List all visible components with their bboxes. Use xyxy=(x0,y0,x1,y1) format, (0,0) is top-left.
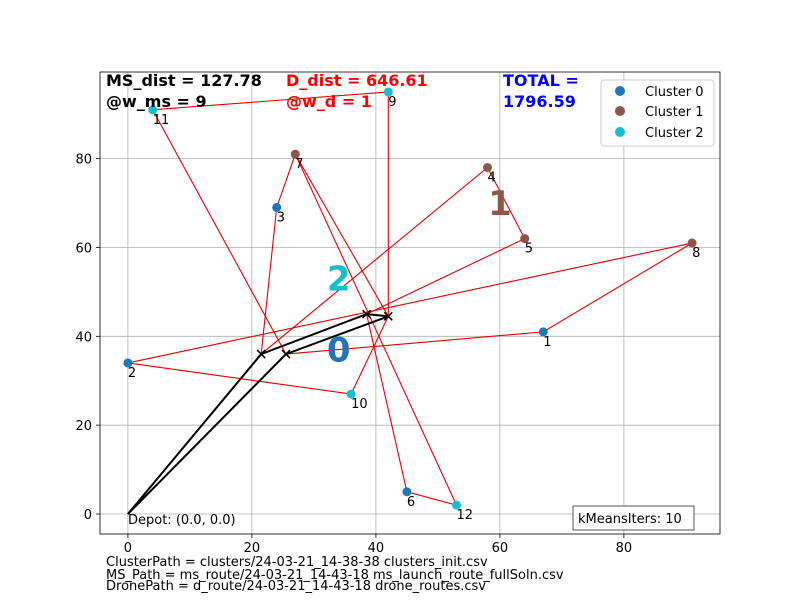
drone-path-text: DronePath = d_route/24-03-21_14-43-18 dr… xyxy=(106,579,486,594)
x-tick-label: 0 xyxy=(124,541,132,556)
drone-route-line xyxy=(260,166,526,355)
legend-label-cluster-2: Cluster 2 xyxy=(645,126,704,141)
cluster-path-text: ClusterPath = clusters/24-03-21_14-38-38… xyxy=(106,555,488,570)
legend-marker-cluster-0 xyxy=(615,86,625,96)
iterations-text: kMeansIters: 10 xyxy=(578,512,682,527)
point-cluster-1 xyxy=(687,238,697,248)
point-cluster-2 xyxy=(383,87,393,97)
launch-point-marker xyxy=(256,349,266,359)
cluster-center-labels: 0 1 2 xyxy=(327,184,512,371)
y-tick-label: 60 xyxy=(75,241,92,256)
point-cluster-1 xyxy=(520,234,530,244)
legend-label-cluster-0: Cluster 0 xyxy=(645,85,704,100)
point-cluster-1 xyxy=(483,163,492,173)
cluster-center-label-2: 2 xyxy=(327,260,351,300)
point-cluster-1 xyxy=(290,149,300,159)
point-id-label: 8 xyxy=(692,246,700,261)
grid-lines xyxy=(100,72,720,534)
legend-marker-cluster-2 xyxy=(615,127,625,137)
total-label-text: TOTAL = xyxy=(503,71,579,90)
point-id-label: 4 xyxy=(488,171,496,186)
point-id-label: 3 xyxy=(277,210,285,225)
legend-marker-cluster-1 xyxy=(615,106,625,116)
x-tick-label: 80 xyxy=(616,541,633,556)
ms-dist-text: MS_dist = 127.78 xyxy=(106,71,262,90)
y-tick-label: 20 xyxy=(75,419,92,434)
drone-route-line xyxy=(294,153,458,506)
total-value-text: 1796.59 xyxy=(503,92,576,111)
point-cluster-0 xyxy=(123,358,133,368)
point-id-label: 7 xyxy=(295,157,303,172)
launch-point-marker xyxy=(383,311,393,321)
plot-frame xyxy=(99,71,721,535)
ms-route-line xyxy=(127,313,389,515)
x-tick-label: 40 xyxy=(368,541,385,556)
y-tick-label: 80 xyxy=(75,153,92,168)
depot-label: Depot: (0.0, 0.0) xyxy=(128,513,236,528)
launch-point-marker xyxy=(362,309,372,319)
drone-routes xyxy=(127,91,693,506)
ms-path-text: MS_Path = ms_route/24-03-21_14-43-18 ms_… xyxy=(106,568,564,583)
legend: Cluster 0 Cluster 1 Cluster 2 xyxy=(600,79,715,147)
point-id-label: 6 xyxy=(407,495,415,510)
legend-label-cluster-1: Cluster 1 xyxy=(645,105,704,120)
d-dist-text: D_dist = 646.61 xyxy=(286,71,428,90)
axes-frame xyxy=(99,71,721,535)
point-cluster-0 xyxy=(272,202,282,212)
point-cluster-2 xyxy=(452,500,461,510)
launch-point-marker xyxy=(281,349,291,359)
w-d-text: @w_d = 1 xyxy=(286,92,372,111)
point-cluster-0 xyxy=(538,327,548,337)
w-ms-text: @w_ms = 9 xyxy=(106,92,207,111)
cluster-center-label-0: 0 xyxy=(327,331,351,371)
point-id-label: 9 xyxy=(388,95,396,110)
point-id-label: 1 xyxy=(543,335,551,350)
point-id-label: 2 xyxy=(128,366,136,381)
x-tick-label: 20 xyxy=(244,541,261,556)
drone-route-line xyxy=(127,242,693,395)
y-tick-label: 0 xyxy=(84,508,92,523)
point-id-label: 5 xyxy=(525,242,533,257)
point-cluster-2 xyxy=(148,105,158,115)
point-id-label: 12 xyxy=(457,508,474,523)
drone-route-line xyxy=(260,152,389,355)
point-id-label: 10 xyxy=(351,397,368,412)
point-cluster-0 xyxy=(402,487,412,497)
y-tick-label: 40 xyxy=(75,330,92,345)
cluster-center-label-1: 1 xyxy=(488,184,512,224)
launch-points xyxy=(256,309,393,359)
iterations-box: kMeansIters: 10 xyxy=(572,505,695,531)
point-id-label: 11 xyxy=(153,113,170,128)
point-cluster-2 xyxy=(346,389,356,399)
drone-route-line xyxy=(151,91,389,355)
x-tick-label: 60 xyxy=(492,541,509,556)
